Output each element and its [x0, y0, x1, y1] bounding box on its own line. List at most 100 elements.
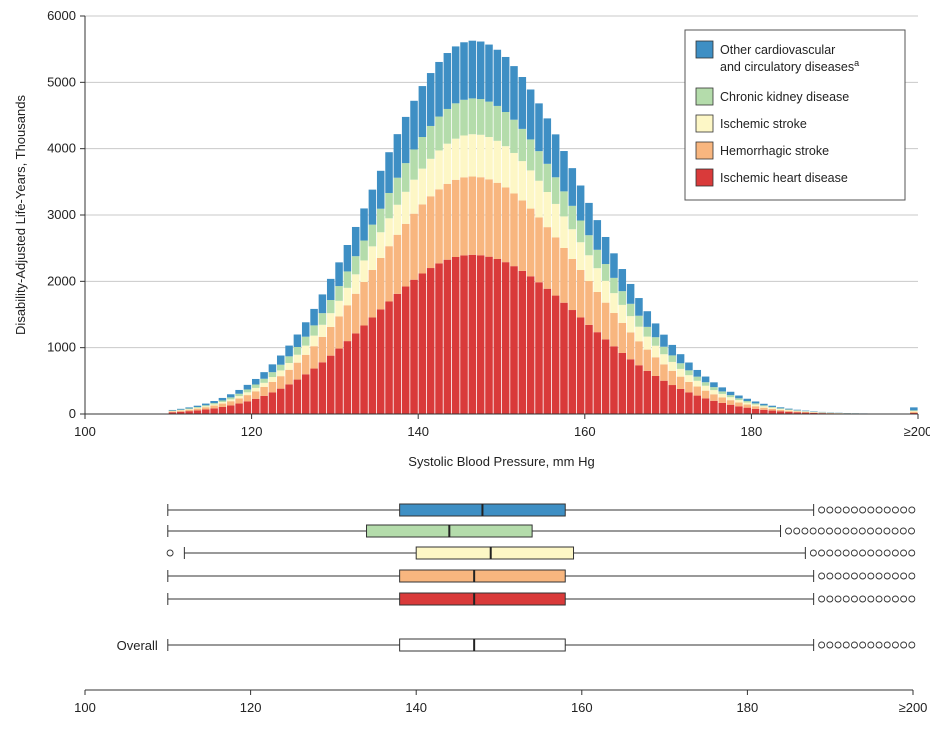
bar-isch: [393, 204, 402, 235]
bar-hem: [202, 407, 210, 410]
box-plots: Overall: [117, 503, 916, 653]
bar-ckd: [676, 363, 685, 369]
bar-isch: [676, 368, 685, 377]
bar-ihd: [426, 268, 435, 414]
outlier: [826, 527, 833, 535]
bar-isch: [701, 385, 710, 391]
legend-swatch-ckd: [695, 87, 714, 106]
outlier: [891, 572, 899, 580]
bar-isch: [252, 387, 260, 392]
bar-isch: [685, 375, 693, 382]
y-tick-label: 6000: [47, 8, 76, 23]
bar-ckd: [185, 408, 193, 410]
bar-ihd: [460, 255, 468, 414]
bar-isch: [260, 382, 268, 387]
bar-isch: [435, 150, 443, 190]
bar-isch: [551, 203, 560, 238]
legend-label-other: Other cardiovascular: [720, 43, 835, 57]
bar-ckd: [360, 240, 368, 261]
bar-ckd: [576, 220, 585, 243]
bar-isch: [202, 406, 210, 408]
outlier: [867, 641, 875, 649]
bar-other: [910, 407, 918, 411]
outlier: [891, 595, 899, 603]
bar-ckd: [593, 249, 602, 269]
bar-hem: [435, 189, 443, 264]
bar-ihd: [601, 339, 610, 414]
bar-isch: [651, 345, 660, 358]
outlier: [875, 527, 883, 535]
bar-isch: [776, 408, 785, 410]
bar-isch: [768, 407, 776, 409]
bar-isch: [693, 380, 702, 387]
outlier: [908, 506, 916, 514]
bar-isch: [501, 146, 510, 188]
bar-isch: [635, 326, 643, 342]
bar-ihd: [801, 412, 810, 414]
bar-isch: [218, 402, 227, 404]
bar-hem: [501, 187, 510, 263]
bar-ihd: [193, 410, 202, 414]
bar-hem: [635, 341, 643, 366]
bar-isch: [660, 354, 668, 365]
bar-other: [376, 170, 385, 209]
bar-ckd: [560, 191, 568, 217]
bar-hem: [568, 258, 577, 311]
bar-ihd: [810, 412, 818, 414]
bar-ihd: [451, 256, 460, 414]
legend-label-ckd: Chronic kidney disease: [720, 90, 849, 104]
bar-hem: [651, 357, 660, 376]
bar-ckd: [585, 235, 593, 256]
bar-hem: [785, 410, 793, 412]
bar-ihd: [268, 392, 277, 414]
bar-hem: [493, 182, 502, 259]
bar-isch: [351, 274, 360, 294]
outlier: [826, 572, 834, 580]
bar-ckd: [202, 405, 210, 407]
bar-other: [393, 134, 402, 178]
bar-isch: [318, 324, 327, 337]
bar-ckd: [535, 151, 543, 181]
bar-other: [285, 345, 293, 357]
bar-other: [526, 89, 535, 140]
bar-other: [776, 407, 785, 409]
bar-other: [743, 398, 751, 402]
bar-ihd: [351, 333, 360, 414]
bar-other: [668, 344, 677, 356]
outlier: [875, 549, 883, 557]
bar-hem: [676, 376, 685, 389]
outlier: [809, 527, 817, 535]
x-tick-label: 180: [741, 424, 763, 439]
x-tick-label: 100: [74, 700, 96, 715]
bar-isch: [443, 143, 452, 184]
bar-ihd: [793, 412, 801, 414]
bar-isch: [376, 232, 385, 258]
bar-ckd: [710, 387, 718, 391]
bar-ckd: [218, 400, 227, 403]
outlier: [900, 506, 908, 514]
bar-other: [368, 189, 377, 225]
bar-other: [643, 311, 652, 327]
outlier: [834, 527, 842, 535]
box-iqr: [399, 592, 566, 606]
outlier: [842, 641, 850, 649]
bar-ihd: [560, 302, 568, 414]
outlier: [891, 506, 899, 514]
bar-other: [793, 409, 801, 411]
bar-isch: [310, 335, 318, 347]
bar-hem: [185, 409, 193, 412]
bar-hem: [626, 332, 635, 360]
box-isch: [166, 546, 916, 560]
legend-frame: [684, 29, 906, 201]
bar-other: [210, 401, 218, 404]
outlier: [900, 572, 908, 580]
outlier: [900, 641, 908, 649]
bar-isch: [910, 411, 918, 412]
bar-other: [318, 294, 327, 314]
bar-isch: [718, 393, 727, 398]
bar-other: [701, 376, 710, 383]
bar-hem: [910, 411, 918, 414]
bar-ihd: [576, 317, 585, 414]
bar-isch: [560, 216, 568, 248]
